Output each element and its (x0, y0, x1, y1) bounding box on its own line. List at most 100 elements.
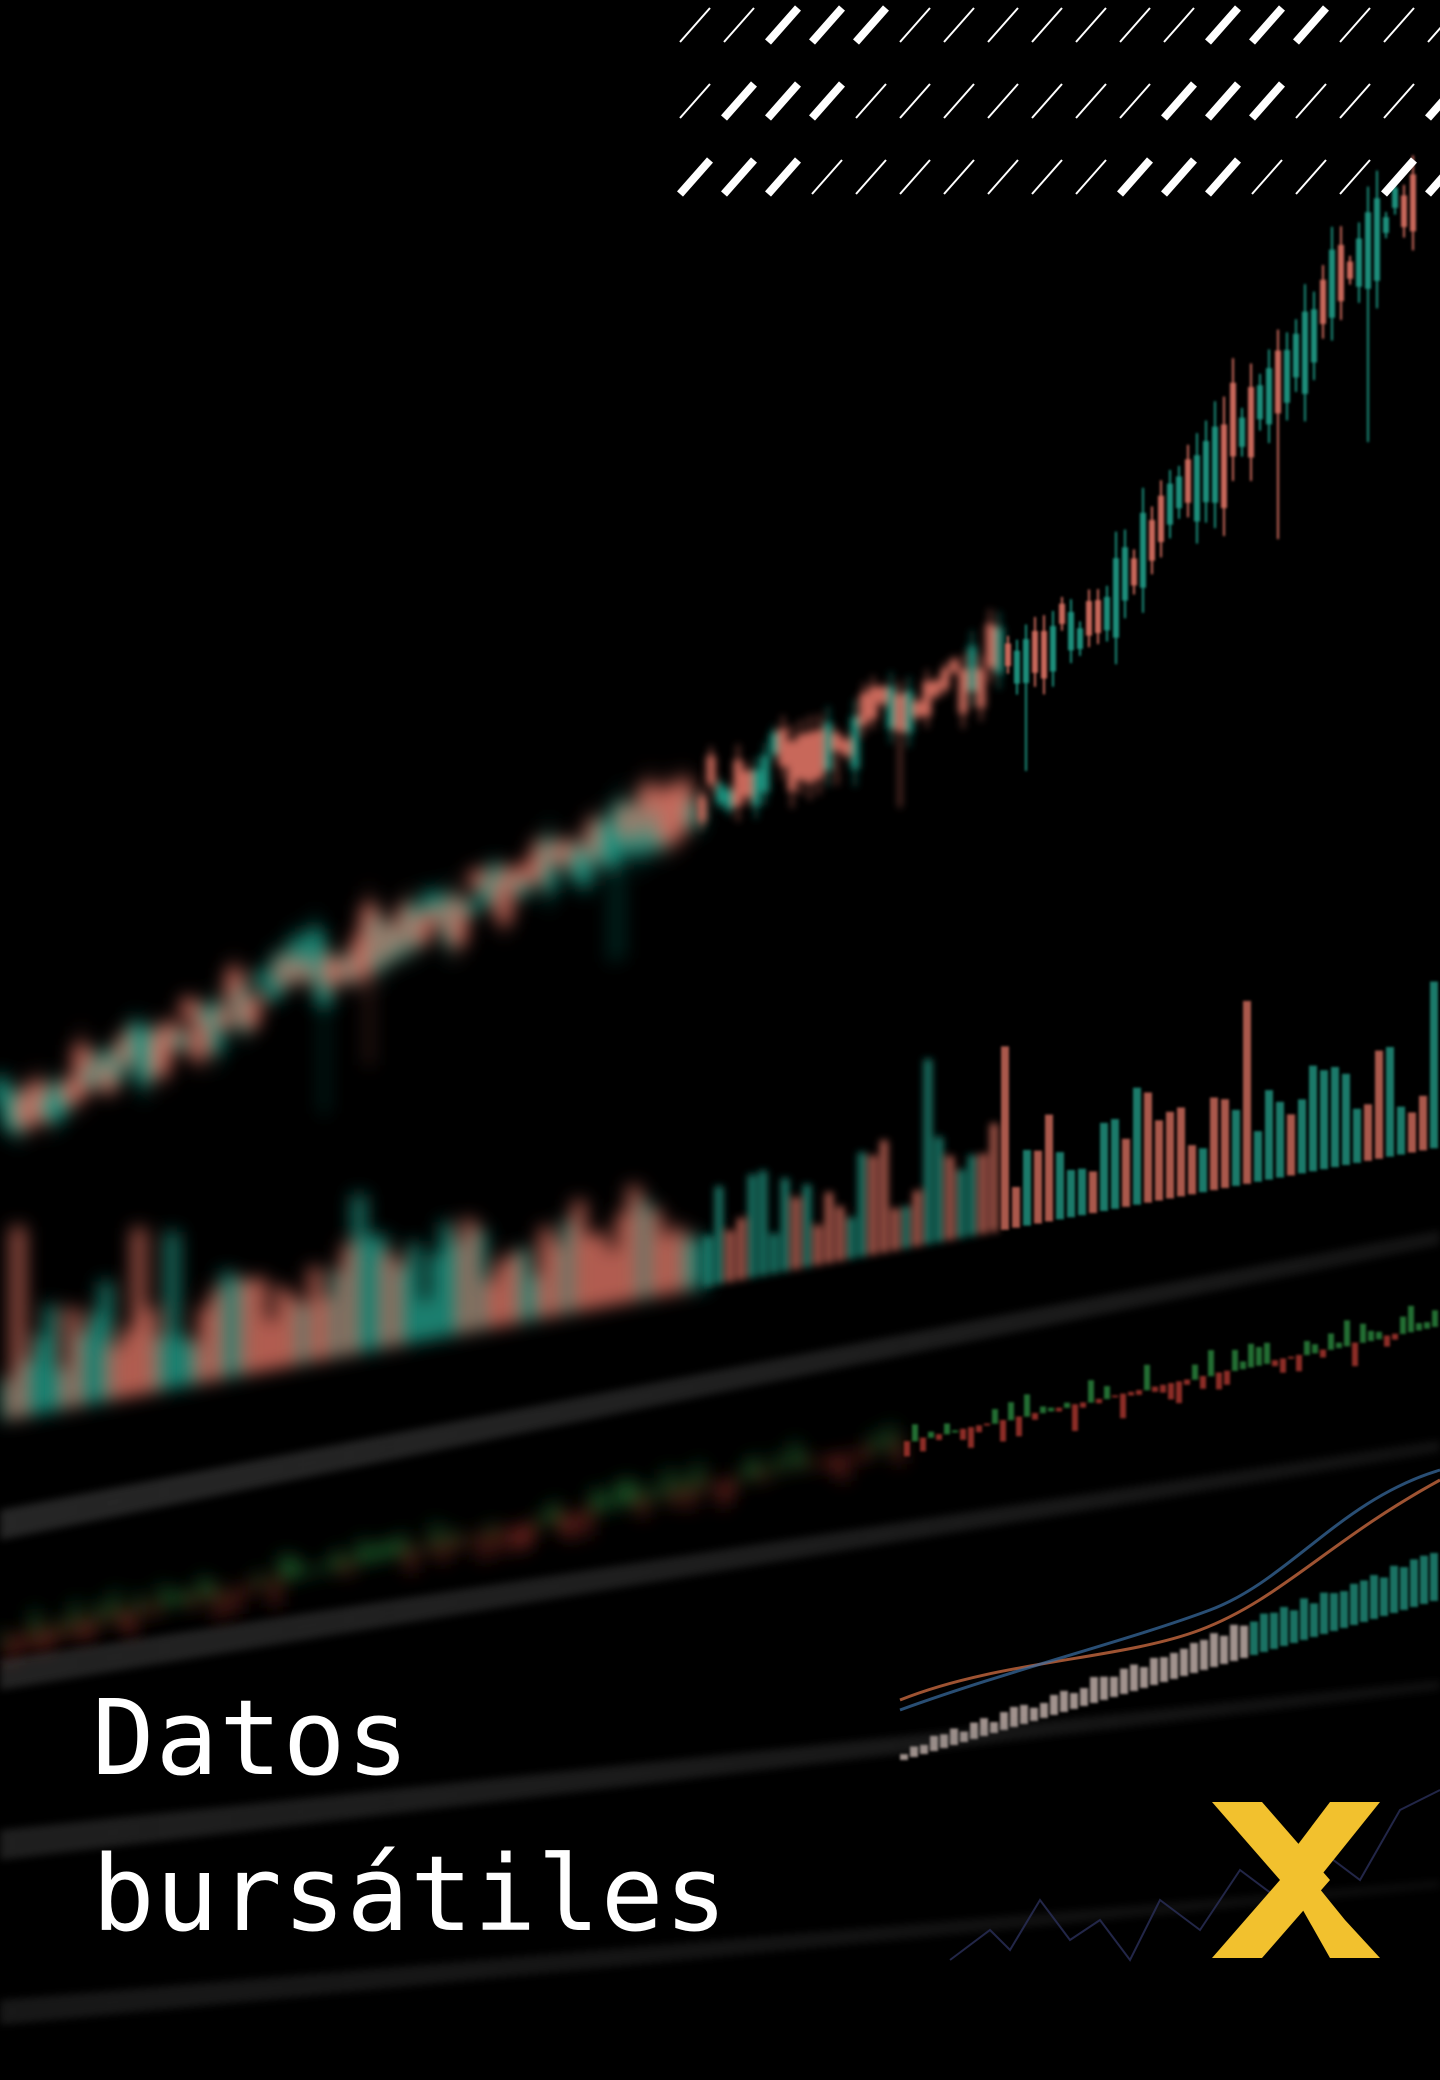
oscillator-bar (736, 1478, 742, 1480)
oscillator-bar (1296, 1355, 1302, 1371)
oscillator-bar (272, 1580, 278, 1606)
histogram-bar (1220, 1636, 1228, 1664)
candle-body (923, 681, 932, 716)
candle-body (0, 1078, 8, 1102)
candle-body (1185, 459, 1191, 502)
oscillator-bar (264, 1582, 270, 1585)
oscillator-bar (160, 1584, 166, 1606)
oscillator-bar (952, 1430, 958, 1432)
candle-body (1113, 558, 1119, 638)
histogram-bar (1070, 1693, 1078, 1709)
oscillator-bar (40, 1631, 46, 1653)
oscillator-bar (1408, 1306, 1414, 1332)
candle-body (496, 883, 512, 923)
candle-body (73, 1045, 89, 1096)
oscillator-bar (480, 1534, 486, 1559)
oscillator-bar (1288, 1357, 1294, 1359)
oscillator-bar (64, 1626, 70, 1639)
volume-bar (1265, 1090, 1273, 1180)
candle-body (1032, 631, 1038, 673)
candle-body (950, 660, 959, 672)
oscillator-bar (1336, 1343, 1342, 1348)
candle-body (1374, 198, 1380, 281)
candle-body (815, 730, 824, 778)
oscillator-bar (88, 1621, 94, 1636)
volume-bar (715, 1186, 723, 1284)
candle-body (1302, 312, 1308, 394)
oscillator-bar (72, 1602, 78, 1626)
oscillator-bar (416, 1547, 422, 1551)
volume-bar (1089, 1171, 1097, 1213)
volume-bar (803, 1184, 811, 1267)
volume-bar (1309, 1066, 1317, 1172)
oscillator-bar (1168, 1383, 1174, 1399)
oscillator-bar (1040, 1406, 1046, 1413)
oscillator-bar (560, 1517, 566, 1534)
oscillator-bar (96, 1602, 102, 1621)
oscillator-bar (888, 1425, 894, 1446)
oscillator-bar (984, 1424, 990, 1426)
volume-bar (814, 1225, 822, 1265)
oscillator-bar (1064, 1403, 1070, 1408)
oscillator-bar (512, 1527, 518, 1549)
oscillator-bar (320, 1568, 326, 1572)
oscillator-bar (1384, 1336, 1390, 1347)
histogram-bar (1280, 1607, 1288, 1646)
oscillator-bar (768, 1469, 774, 1473)
histogram-bar (1230, 1625, 1238, 1661)
volume-bar (979, 1154, 987, 1234)
oscillator-bar (1144, 1365, 1150, 1391)
oscillator-bar (1048, 1408, 1054, 1412)
oscillator-bar (184, 1591, 190, 1602)
title-line: Datos (92, 1660, 728, 1816)
candle-body (1131, 558, 1137, 585)
oscillator-bar (1280, 1358, 1286, 1372)
oscillator-bar (1192, 1365, 1198, 1380)
candle-body (1194, 455, 1200, 521)
oscillator-bar (1416, 1323, 1422, 1330)
candle-body (1329, 250, 1335, 318)
candle-body (698, 797, 707, 822)
oscillator-bar (976, 1425, 982, 1432)
oscillator-bar (608, 1504, 614, 1508)
candle-body (1176, 476, 1182, 508)
histogram-bar (1180, 1649, 1188, 1676)
volume-bar (836, 1206, 844, 1261)
candle-body (1320, 280, 1326, 324)
oscillator-bar (1400, 1317, 1406, 1334)
candle-body (1410, 174, 1416, 231)
candle-body (968, 646, 977, 691)
oscillator-bar (456, 1540, 462, 1551)
oscillator-bar (112, 1591, 118, 1617)
volume-bar (1386, 1047, 1394, 1157)
histogram-bar (1430, 1553, 1438, 1601)
oscillator-bar (1224, 1371, 1230, 1385)
oscillator-bar (288, 1556, 294, 1578)
volume-bar (770, 1233, 778, 1273)
oscillator-bar (904, 1441, 910, 1456)
histogram-bar (1090, 1677, 1098, 1703)
oscillator-bar (648, 1486, 654, 1500)
histogram-bar (1030, 1708, 1038, 1721)
histogram-bar (1190, 1643, 1198, 1673)
oscillator-bar (1096, 1399, 1102, 1403)
volume-bar (1276, 1102, 1284, 1178)
volume-bar (1353, 1109, 1361, 1163)
candle-body (217, 1013, 233, 1025)
histogram-bar (1300, 1598, 1308, 1640)
oscillator-bar (1320, 1350, 1326, 1358)
oscillator-bar (1232, 1350, 1238, 1371)
candle-body (833, 734, 842, 751)
oscillator-bar (1368, 1331, 1374, 1341)
volume-bar (759, 1171, 767, 1276)
oscillator-bar (144, 1608, 150, 1614)
oscillator-bar (1136, 1390, 1142, 1395)
oscillator-bar (168, 1597, 174, 1605)
oscillator-bar (1056, 1408, 1062, 1412)
candle-body (1140, 513, 1146, 588)
oscillator-bar (472, 1536, 478, 1540)
oscillator-bar (824, 1459, 830, 1469)
volume-bar (990, 1123, 998, 1231)
volume-bar (1320, 1070, 1328, 1169)
oscillator-bar (80, 1622, 86, 1641)
